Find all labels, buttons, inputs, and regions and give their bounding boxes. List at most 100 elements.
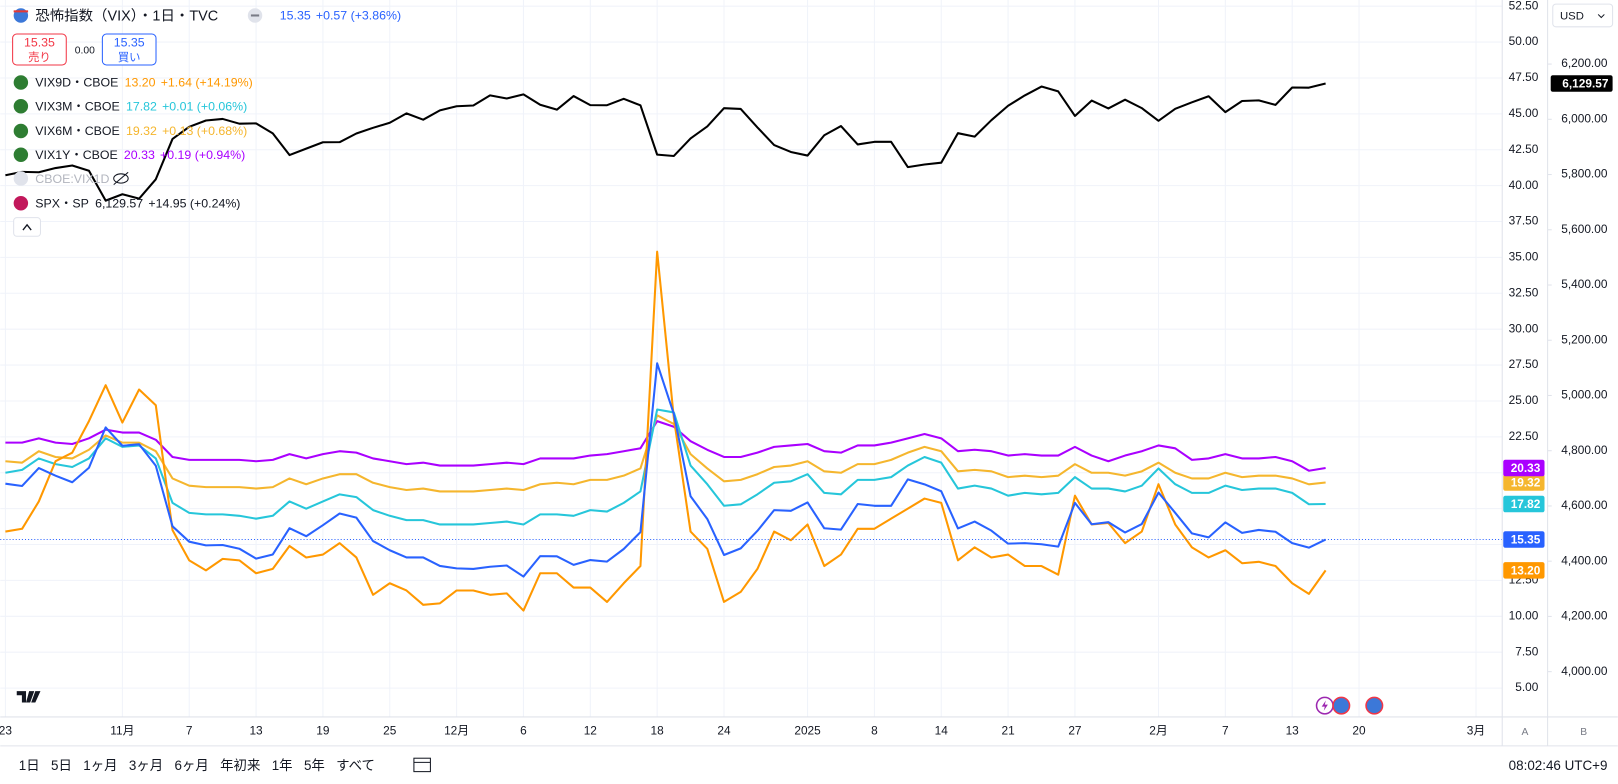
series-line (5, 250, 1327, 612)
price-tag-label: 19.32 (1511, 476, 1541, 490)
price-tag-label: 13.20 (1511, 564, 1541, 578)
y2-tick-label: 5,000.00 (1561, 388, 1608, 402)
price-tag-label: 6,129.57 (1562, 77, 1609, 91)
legend-last: 20.33 (124, 148, 155, 162)
series-line (5, 408, 1326, 526)
series-line (5, 82, 1326, 202)
y-tick-label: 50.00 (1509, 34, 1539, 48)
scale-button[interactable]: B (1580, 727, 1587, 738)
y2-tick-label: 5,800.00 (1561, 167, 1608, 181)
y-tick-label: 25.00 (1509, 393, 1539, 407)
x-tick-label: 14 (935, 724, 949, 738)
series-line (5, 420, 1326, 472)
logo[interactable] (16, 691, 41, 703)
x-tick-label: 12月 (444, 724, 469, 738)
price-tag (1503, 474, 1545, 491)
legend-change: +0.19 (+0.94%) (160, 148, 245, 162)
x-tick-label: 12 (584, 724, 597, 738)
x-tick-label: 20 (1352, 724, 1366, 738)
x-tick-label: 25 (383, 724, 397, 738)
series-line (5, 414, 1326, 493)
event-icon (1321, 700, 1328, 711)
range-button[interactable]: 1年 (272, 758, 293, 773)
y-tick-label: 45.00 (1509, 106, 1539, 120)
legend-entry[interactable]: VIX1Y・CBOE 20.33 +0.19 (+0.94%) (35, 148, 245, 162)
range-button[interactable]: 6ヶ月 (175, 758, 209, 773)
legend-name: VIX6M・CBOE (35, 124, 119, 138)
legend-entry[interactable]: VIX6M・CBOE 19.32 +0.13 (+0.68%) (35, 124, 247, 138)
spread: 0.00 (75, 45, 95, 56)
price-tag-label: 15.35 (1511, 533, 1541, 547)
y-tick-label: 32.50 (1509, 285, 1539, 299)
clock: 08:02:46 UTC+9 (1509, 758, 1608, 773)
y-tick-label: 7.50 (1515, 644, 1538, 658)
price-tag (1550, 75, 1613, 92)
sell-button[interactable] (12, 33, 67, 66)
dropdown-icon (1597, 14, 1605, 19)
price-tag (1503, 495, 1545, 513)
event-icon[interactable] (1332, 696, 1351, 715)
x-tick-label: 19 (316, 724, 330, 738)
buy-button[interactable] (101, 33, 157, 66)
y-tick-label: 52.50 (1509, 0, 1539, 12)
legend-name: VIX3M・CBOE (35, 100, 119, 114)
x-tick-label: 21 (1001, 724, 1015, 738)
y-tick-label: 40.00 (1509, 178, 1539, 192)
main-last: 15.35 (280, 9, 311, 23)
price-tag-label: 20.33 (1511, 461, 1541, 475)
range-button[interactable]: 5日 (51, 758, 72, 773)
legend-last: 6,129.57 (95, 197, 143, 211)
legend-change: +0.01 (+0.06%) (162, 100, 247, 114)
legend-entry[interactable]: VIX3M・CBOE 17.82 +0.01 (+0.06%) (35, 100, 247, 114)
legend-entry[interactable]: VIX9D・CBOE 13.20 +1.64 (+14.19%) (35, 76, 252, 90)
price-tag (1503, 531, 1545, 548)
x-tick-label: 18 (651, 724, 665, 738)
main-change: +0.57 (+3.86%) (316, 9, 401, 23)
x-tick-label: 27 (1068, 724, 1081, 738)
ask: 15.35 (114, 36, 145, 50)
grid (0, 0, 1503, 717)
range-button[interactable]: 年初来 (220, 758, 260, 773)
main-quote: 15.35 +0.57 (+3.86%) (280, 9, 401, 23)
legend-change: +1.64 (+14.19%) (161, 76, 253, 90)
legend-name: VIX1Y・CBOE (35, 148, 117, 162)
hidden-icon (13, 171, 29, 186)
x-tick-label: 2025 (794, 724, 821, 738)
legend-name: VIX9D・CBOE (35, 76, 118, 90)
x-tick-label: 3月 (1467, 724, 1485, 738)
x-tick-label: 13 (249, 724, 263, 738)
toolbar: 1日 5日 1ヶ月 3ヶ月 6ヶ月 年初来 1年 5年 すべて (19, 758, 375, 773)
legend-entry[interactable]: SPX・SP 6,129.57 +14.95 (+0.24%) (35, 197, 240, 211)
collapse-icon (22, 223, 32, 231)
series-icon (13, 147, 29, 162)
currency-select[interactable] (1552, 3, 1614, 28)
collapse-button[interactable] (13, 217, 41, 237)
y2-tick-label: 6,000.00 (1561, 111, 1608, 125)
legend-change: +0.13 (+0.68%) (162, 124, 247, 138)
bid: 15.35 (24, 36, 55, 50)
range-button[interactable]: 1ヶ月 (83, 758, 117, 773)
y2-tick-label: 5,200.00 (1561, 332, 1608, 346)
scale-button[interactable]: A (1521, 727, 1528, 738)
series-icon (13, 99, 29, 114)
y2-tick-label: 4,600.00 (1561, 498, 1608, 512)
range-button[interactable]: 3ヶ月 (129, 758, 163, 773)
date-range-icon[interactable] (413, 757, 431, 773)
x-tick-label: 23 (0, 724, 12, 738)
x-tick-label: 11月 (110, 724, 134, 738)
y2-tick-label: 4,200.00 (1561, 609, 1608, 623)
hidden-series: CBOE:VIX1D (35, 172, 109, 186)
y2-tick-label: 4,800.00 (1561, 443, 1608, 457)
eye-off-icon[interactable] (113, 171, 129, 186)
y-tick-label: 22.50 (1509, 429, 1539, 443)
y-tick-label: 10.00 (1509, 608, 1539, 622)
symbol-suffix: ・1日・TVC (138, 8, 218, 24)
range-button[interactable]: 5年 (304, 758, 325, 773)
y-tick-label: 35.00 (1509, 250, 1539, 264)
legend-last: 17.82 (126, 100, 157, 114)
range-button[interactable]: 1日 (19, 758, 40, 773)
range-button[interactable]: すべて (336, 758, 375, 773)
event-icon[interactable] (1365, 696, 1384, 715)
